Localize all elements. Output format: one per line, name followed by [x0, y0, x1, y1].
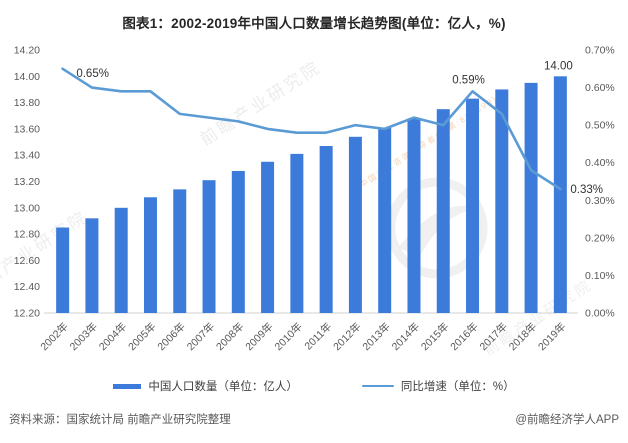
population-bars: [56, 76, 567, 314]
x-axis-label: 2015年: [418, 320, 451, 353]
population-bar: [319, 145, 333, 313]
population-bar: [261, 161, 275, 313]
left-axis-tick: 13.40: [14, 150, 40, 162]
right-axis: 0.00% 0.10% 0.20% 0.30% 0.40% 0.50% 0.60% 0.70%: [585, 45, 615, 320]
left-axis-tick: 14.20: [14, 45, 40, 57]
left-axis-tick: 13.80: [14, 97, 40, 109]
left-axis: 12.20 12.40 12.60 12.80 13.00 13.20 13.40 13.60…: [14, 45, 40, 320]
app-credit-text: @前瞻经济学人APP: [515, 414, 619, 426]
x-axis-label: 2008年: [213, 320, 246, 353]
legend-item-population: 中国人口数量（单位：亿人）: [113, 378, 298, 394]
left-axis-tick: 13.00: [14, 202, 40, 214]
chart-footer: 资料来源：国家统计局 前瞻产业研究院整理 @前瞻经济学人APP: [0, 411, 628, 427]
chart-title: 图表1：2002-2019年中国人口数量增长趋势图(单位：亿人，%): [122, 16, 506, 31]
x-axis-label: 2005年: [125, 320, 158, 353]
population-bar: [348, 136, 362, 313]
x-axis-label: 2016年: [448, 320, 481, 353]
population-bar: [173, 189, 187, 313]
x-axis-labels: 2002年2003年2004年2005年2006年2007年2008年2009年…: [38, 320, 569, 353]
right-axis-tick: 0.20%: [585, 232, 615, 244]
x-axis-label: 2013年: [360, 320, 393, 353]
population-bar: [85, 218, 99, 313]
x-axis-label: 2014年: [389, 320, 422, 353]
legend-label-growth-rate: 同比增速（单位：%）: [400, 381, 515, 393]
data-label: 0.59%: [452, 74, 485, 86]
data-label: 0.65%: [76, 68, 109, 80]
right-axis-tick: 0.60%: [585, 82, 615, 94]
x-axis-label: 2007年: [184, 320, 217, 353]
data-label: 0.33%: [570, 184, 603, 196]
left-axis-tick: 12.80: [14, 229, 40, 241]
legend-item-growth-rate: 同比增速（单位：%）: [361, 378, 515, 394]
population-bar: [553, 76, 567, 313]
right-axis-tick: 0.70%: [585, 45, 615, 57]
population-bar: [143, 197, 157, 313]
population-bar: [56, 227, 70, 313]
left-axis-tick: 13.60: [14, 123, 40, 135]
data-label: 14.00: [544, 60, 573, 72]
x-axis-label: 2006年: [155, 320, 188, 353]
population-bar: [290, 153, 304, 313]
population-bar: [466, 98, 480, 313]
population-bar: [407, 118, 421, 313]
left-axis-tick: 12.20: [14, 308, 40, 320]
x-axis-label: 2011年: [302, 320, 335, 353]
population-bar: [231, 170, 245, 313]
population-bar: [524, 82, 538, 313]
x-axis-label: 2003年: [67, 320, 100, 353]
population-bar: [114, 207, 128, 313]
watermark-text: 前瞻产业研究院: [197, 57, 325, 149]
data-labels: 0.65% 0.59% 14.00 0.33%: [76, 60, 603, 196]
right-axis-tick: 0.10%: [585, 270, 615, 282]
legend-label-population: 中国人口数量（单位：亿人）: [148, 381, 298, 393]
population-bar: [202, 180, 216, 313]
x-axis-label: 2002年: [38, 320, 71, 353]
x-axis-label: 2012年: [330, 320, 363, 353]
population-bar: [436, 109, 450, 313]
x-axis-label: 2004年: [96, 320, 129, 353]
x-axis-label: 2010年: [272, 320, 305, 353]
population-growth-chart: 前瞻产业研究院前瞻产业研究院前瞻产业研究院中国产业咨询领导者(股票:839599…: [0, 45, 615, 360]
right-axis-tick: 0.30%: [585, 195, 615, 207]
population-bar: [495, 89, 509, 313]
left-axis-tick: 14.00: [14, 71, 40, 83]
left-axis-tick: 12.40: [14, 281, 40, 293]
x-axis-label: 2009年: [243, 320, 276, 353]
right-axis-tick: 0.40%: [585, 157, 615, 169]
chart-legend: 中国人口数量（单位：亿人） 同比增速（单位：%）: [0, 376, 628, 396]
right-axis-tick: 0.50%: [585, 120, 615, 132]
right-axis-tick: 0.00%: [585, 308, 615, 320]
left-axis-tick: 12.60: [14, 255, 40, 267]
data-source-text: 资料来源：国家统计局 前瞻产业研究院整理: [9, 414, 231, 426]
left-axis-tick: 13.20: [14, 176, 40, 188]
population-bar: [378, 127, 392, 314]
line-series-swatch: [361, 384, 394, 388]
bar-series-swatch: [113, 383, 142, 389]
growth-rate-line: [61, 67, 562, 191]
